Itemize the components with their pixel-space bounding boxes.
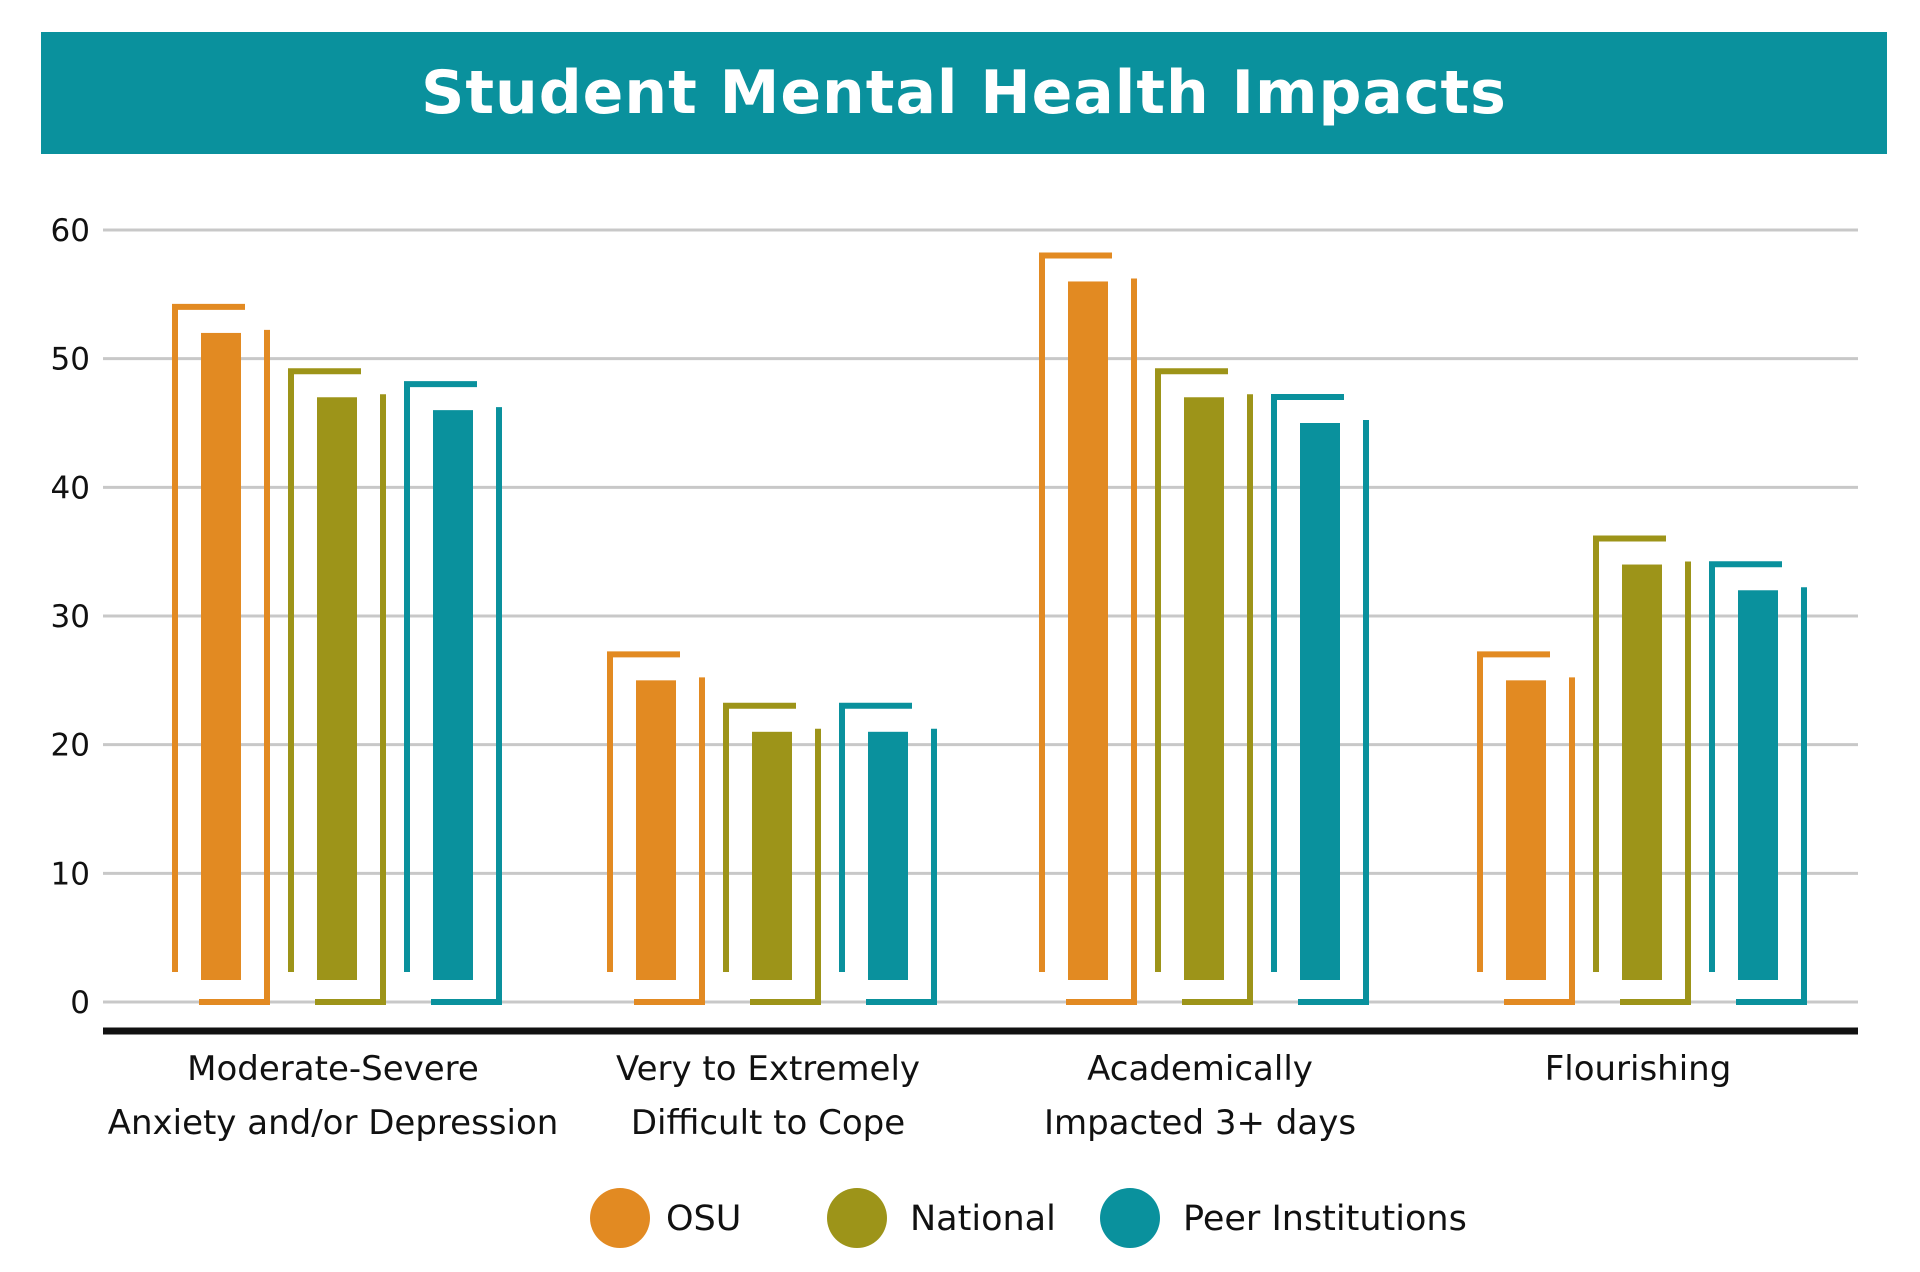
legend-label-peer-institutions: Peer Institutions [1183,1199,1467,1239]
bar-peer-institutions-cat3 [1300,423,1340,980]
y-tick-label-60: 60 [51,213,90,249]
bar-osu-cat1 [201,332,241,980]
grid-lines [103,228,1858,1004]
category-label-4-line-1: Flourishing [1545,1049,1732,1089]
chart-title: Student Mental Health Impacts [421,58,1507,128]
legend-swatch-osu [590,1188,650,1248]
bar-peer-institutions-cat2 [868,731,908,980]
category-label-3-line-2: Impacted 3+ days [1044,1103,1356,1143]
y-tick-label-10: 10 [51,856,90,892]
y-tick-label-30: 30 [51,599,90,635]
y-tick-label-20: 20 [51,728,90,764]
bar-osu-cat2 [636,680,676,980]
y-axis-ticks: 0 10 20 30 40 50 60 [51,213,90,1021]
y-tick-label-40: 40 [51,470,90,506]
y-tick-label-0: 0 [70,985,90,1021]
category-label-1-line-2: Anxiety and/or Depression [108,1103,559,1143]
y-tick-label-50: 50 [51,342,90,378]
bar-peer-institutions-cat4 [1738,590,1778,980]
title-banner: Student Mental Health Impacts [41,32,1887,154]
bar-osu-cat4 [1506,680,1546,980]
category-label-2-line-1: Very to Extremely [616,1049,920,1089]
legend: OSU National Peer Institutions [590,1188,1467,1248]
category-labels: Moderate-Severe Anxiety and/or Depression… [108,1049,1732,1143]
bar-national-cat1 [317,397,357,980]
bars [172,252,1807,1005]
bar-national-cat3 [1184,397,1224,980]
legend-label-national: National [910,1199,1056,1239]
category-label-2-line-2: Difficult to Cope [631,1103,905,1143]
legend-swatch-national [827,1188,887,1248]
bar-osu-cat3 [1068,281,1108,980]
category-label-3-line-1: Academically [1087,1049,1313,1089]
bar-national-cat4 [1622,564,1662,980]
bar-peer-institutions-cat1 [433,410,473,981]
legend-label-osu: OSU [666,1199,741,1239]
bar-national-cat2 [752,731,792,980]
category-label-1-line-1: Moderate-Severe [187,1049,479,1089]
legend-swatch-peer-institutions [1100,1188,1160,1248]
